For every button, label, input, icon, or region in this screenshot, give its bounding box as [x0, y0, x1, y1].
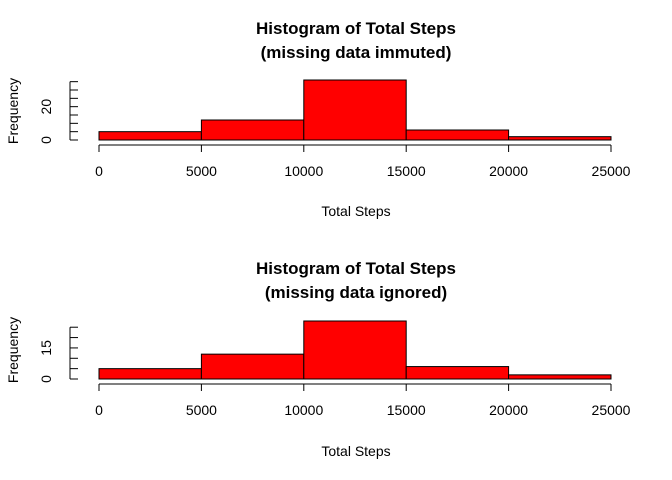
histogram-bar: [303, 320, 407, 380]
y-axis-label: Frequency: [5, 317, 21, 383]
x-tick-label: 0: [95, 163, 103, 179]
y-axis: 0 20: [38, 81, 78, 144]
histogram-panel-imputed: Histogram of Total Steps (missing data i…: [5, 19, 631, 219]
x-tick-label: 10000: [284, 163, 323, 179]
histogram-bar: [98, 368, 202, 380]
y-tick-label: 20: [38, 99, 54, 115]
histogram-bar: [200, 119, 305, 141]
bars: [98, 320, 612, 380]
histogram-bar: [508, 136, 612, 141]
y-axis-label: Frequency: [5, 78, 21, 144]
y-axis: 0 15: [38, 326, 78, 383]
histogram-bar: [303, 79, 407, 141]
x-axis-label: Total Steps: [321, 203, 390, 219]
histogram-bar: [98, 131, 202, 141]
x-tick-label: 15000: [387, 402, 426, 418]
x-tick-label: 25000: [592, 402, 631, 418]
x-tick-label: 5000: [186, 402, 217, 418]
chart-subtitle: (missing data immuted): [261, 43, 452, 62]
chart-title: Histogram of Total Steps: [256, 19, 456, 38]
x-tick-label: 5000: [186, 163, 217, 179]
bars: [98, 79, 612, 141]
x-axis: 0 5000 10000 15000 20000 25000: [95, 383, 631, 418]
x-tick-label: 25000: [592, 163, 631, 179]
x-axis-label: Total Steps: [321, 443, 390, 459]
histogram-bar: [405, 129, 510, 141]
x-tick-label: 15000: [387, 163, 426, 179]
y-tick-label: 15: [38, 340, 54, 356]
x-tick-label: 20000: [489, 163, 528, 179]
histogram-bar: [405, 366, 510, 380]
x-axis: 0 5000 10000 15000 20000 25000: [95, 144, 631, 179]
x-tick-label: 0: [95, 402, 103, 418]
histogram-bar: [508, 374, 612, 380]
x-tick-label: 10000: [284, 402, 323, 418]
y-tick-label: 0: [38, 136, 54, 144]
histogram-panel-ignored: Histogram of Total Steps (missing data i…: [5, 259, 631, 459]
x-tick-label: 20000: [489, 402, 528, 418]
chart-title: Histogram of Total Steps: [256, 259, 456, 278]
histogram-bar: [200, 353, 305, 380]
y-tick-label: 0: [38, 375, 54, 383]
chart-subtitle: (missing data ignored): [265, 283, 447, 302]
